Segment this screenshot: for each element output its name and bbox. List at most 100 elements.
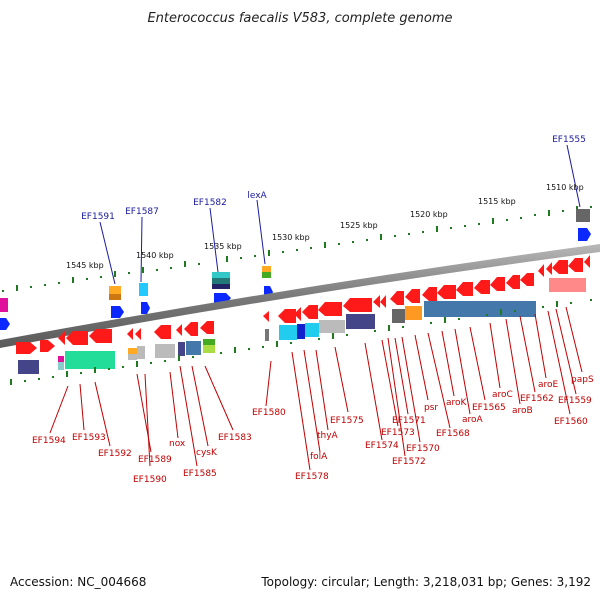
gene-label-ef1592[interactable]: EF1592 [98,449,132,459]
gene-label-arob[interactable]: aroB [512,406,533,416]
gene-arrow [89,329,112,343]
accession-text: Accession: NC_004668 [10,575,146,589]
gene-label-ef1589[interactable]: EF1589 [138,455,172,465]
inner-leader-lines [49,306,583,471]
gene-label-ef1572[interactable]: EF1572 [392,457,426,467]
gene-arrow [422,287,437,301]
kbp-label-1515: 1515 kbp [478,197,516,206]
gene-arrow [127,328,133,340]
gene-arrow [154,325,171,339]
gene-label-ef1570[interactable]: EF1570 [406,444,440,454]
gene-label-ef1587[interactable]: EF1587 [125,207,159,217]
gene-arrow [16,342,37,354]
gene-label-cysk[interactable]: cysK [196,448,218,458]
gene-label-ef1593[interactable]: EF1593 [72,433,106,443]
gene-arrow [176,324,182,336]
gene-label-paps[interactable]: papS [571,375,594,385]
gene-arrow [390,291,404,305]
outer-gene-labels: EF1591 EF1587 EF1582 lexA EF1555 [81,135,586,222]
feature-box [212,272,230,278]
kbp-label-1540: 1540 kbp [136,251,174,260]
gene-label-ef1574[interactable]: EF1574 [365,441,399,451]
gene-arrow [538,264,544,277]
gene-arrow [380,295,386,308]
gene-label-ef1559[interactable]: EF1559 [558,396,592,406]
gene-label-ef1573[interactable]: EF1573 [381,428,415,438]
gene-arrow [520,273,534,286]
gene-arrow [405,289,420,303]
gene-label-ef1560[interactable]: EF1560 [554,417,588,427]
gene-label-ef1571[interactable]: EF1571 [392,416,426,426]
gene-arrow [66,331,88,345]
genome-summary-text: Topology: circular; Length: 3,218,031 bp… [260,575,591,589]
blue-marker [111,306,124,318]
gene-arrow [135,328,141,340]
gene-label-ef1575[interactable]: EF1575 [330,416,364,426]
blue-marker [578,228,591,241]
gene-arrow [278,309,296,323]
feature-box [262,272,271,278]
gene-arrow [343,298,372,312]
gene-label-ef1562[interactable]: EF1562 [520,394,554,404]
gene-label-aroe[interactable]: aroE [538,380,559,390]
gene-label-aroc[interactable]: aroC [492,390,513,400]
blue-marker [141,302,150,314]
gene-arrow [373,295,380,308]
feature-box [0,298,8,312]
inner-tick-ring [10,299,592,385]
gene-label-ef1583[interactable]: EF1583 [218,433,252,443]
gene-arrow [552,260,568,274]
gene-label-ef1594[interactable]: EF1594 [32,436,66,446]
gene-label-lexa[interactable]: lexA [247,191,267,201]
gene-label-ef1555[interactable]: EF1555 [552,135,586,145]
gene-arrow [474,280,490,294]
feature-box [212,284,230,289]
gene-label-ef1590[interactable]: EF1590 [133,475,167,485]
gene-label-ef1568[interactable]: EF1568 [436,429,470,439]
gene-arrow [263,311,269,322]
feature-box [576,209,590,222]
gene-label-ef1565[interactable]: EF1565 [472,403,506,413]
gene-arrow [200,321,214,334]
gene-label-fola[interactable]: folA [310,452,328,462]
reverse-strand-genes [16,321,214,354]
genome-backbone [0,244,600,348]
kbp-label-1530: 1530 kbp [272,233,310,242]
outer-leader-lines [99,144,581,285]
inner-gene-labels: EF1594 EF1593 EF1592 EF1589 EF1590 nox E… [32,375,594,485]
gene-arrow [40,340,55,352]
map-title: Enterococcus faecalis V583, complete gen… [147,11,452,26]
gene-arrow [302,305,318,319]
gene-arrow [456,282,473,296]
gene-label-psr[interactable]: psr [424,403,438,413]
kbp-tick-labels: 1545 kbp 1540 kbp 1535 kbp 1530 kbp 1525… [66,183,584,270]
kbp-label-1520: 1520 kbp [410,210,448,219]
blue-marker [0,318,10,330]
gene-arrow [437,285,456,299]
gene-label-thya[interactable]: thyA [317,431,339,441]
gene-arrow [184,322,198,336]
feature-box [139,283,148,296]
annotation-blocks [18,278,586,374]
gene-arrow [318,302,342,316]
gene-arrow [546,262,552,275]
kbp-label-1535: 1535 kbp [204,242,242,251]
forward-strand-genes [263,255,590,323]
kbp-label-1525: 1525 kbp [340,221,378,230]
gene-label-ef1580[interactable]: EF1580 [252,408,286,418]
gene-label-ef1578[interactable]: EF1578 [295,472,329,482]
feature-box [109,286,121,294]
outer-features [0,209,591,330]
gene-label-nox[interactable]: nox [169,439,186,449]
gene-arrow [584,255,590,268]
gene-label-aroa[interactable]: aroA [462,415,484,425]
gene-label-ef1582[interactable]: EF1582 [193,198,227,208]
gene-arrow [294,307,301,321]
feature-box [262,266,271,272]
gene-arrow [58,331,65,345]
gene-arrow [490,277,505,291]
gene-label-arok[interactable]: aroK [446,398,468,408]
gene-label-ef1585[interactable]: EF1585 [183,469,217,479]
gene-label-ef1591[interactable]: EF1591 [81,212,115,222]
